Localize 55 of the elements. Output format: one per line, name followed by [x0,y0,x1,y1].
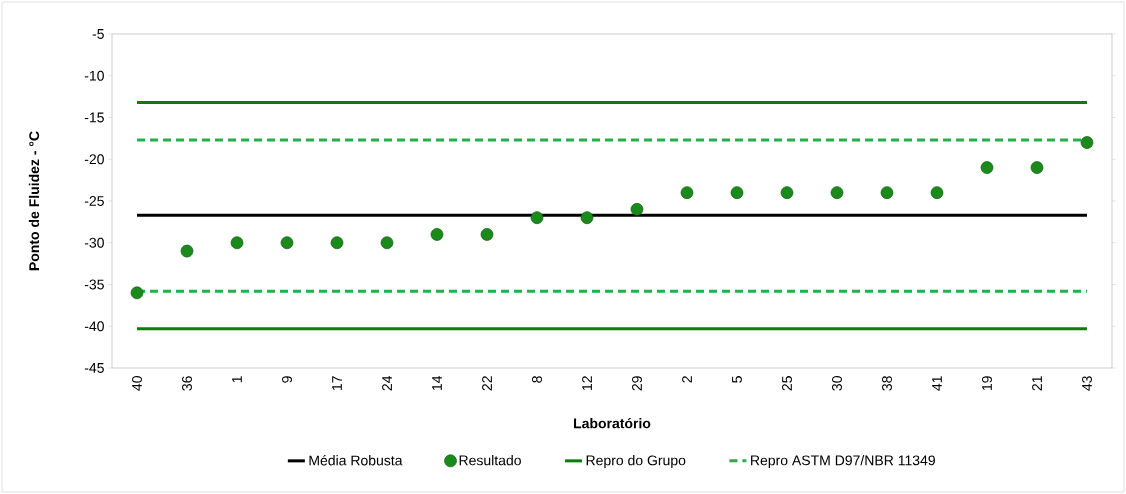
point [580,211,594,224]
x-tick-label: 41 [932,376,942,391]
point [280,236,294,250]
y-tick-label: -30 [84,237,104,248]
point [830,186,844,199]
legend-label: Resultado [459,455,521,466]
x-tick-label: 2 [682,376,692,383]
point [1080,136,1094,149]
point [130,286,144,300]
point [980,161,994,174]
x-tick-label: 25 [782,376,792,391]
y-tick-label: -40 [84,321,104,332]
x-tick-label: 43 [1082,376,1092,391]
point [1030,161,1044,174]
x-tick-label: 22 [482,376,492,391]
point [430,228,444,241]
x-tick-label: 5 [732,376,742,383]
x-tick-label: 24 [382,375,392,391]
point [930,186,944,199]
legend-label: Média Robusta [309,454,403,466]
y-axis-title: Ponto de Fluidez - °C [28,131,40,271]
point [630,203,644,216]
legend-label: Repro do Grupo [586,455,686,469]
point [530,211,544,224]
y-tick-label: -5 [92,29,104,39]
legend-label: Repro ASTM D97/NBR 11349 [751,455,935,469]
y-tick-label: -45 [84,363,104,373]
point [480,228,494,241]
x-tick-label: 1 [232,376,242,383]
x-tick-label: 9 [282,376,292,383]
x-tick-label: 29 [632,376,642,391]
x-axis-title: Laboratório [574,417,651,429]
x-tick-label: 12 [582,376,592,391]
x-tick-label: 36 [182,376,192,391]
point [780,186,794,199]
x-tick-label: 21 [1032,376,1042,391]
point [730,186,744,199]
x-tick-label: 17 [332,376,342,391]
x-tick-label: 14 [432,375,442,391]
y-tick-label: -20 [84,154,104,165]
x-tick-label: 8 [532,376,542,383]
point [880,186,894,199]
x-tick-label: 19 [982,376,992,391]
point [680,186,694,199]
point [330,236,344,250]
y-tick-label: -35 [84,279,104,290]
x-tick-label: 38 [882,376,892,391]
x-tick-label: 40 [132,376,142,391]
y-tick-label: -25 [84,196,104,206]
point [230,236,244,250]
y-tick-label: -15 [84,112,104,123]
point [380,236,394,250]
y-tick-label: -10 [84,70,104,81]
x-tick-label: 30 [832,376,842,391]
point [180,244,194,258]
